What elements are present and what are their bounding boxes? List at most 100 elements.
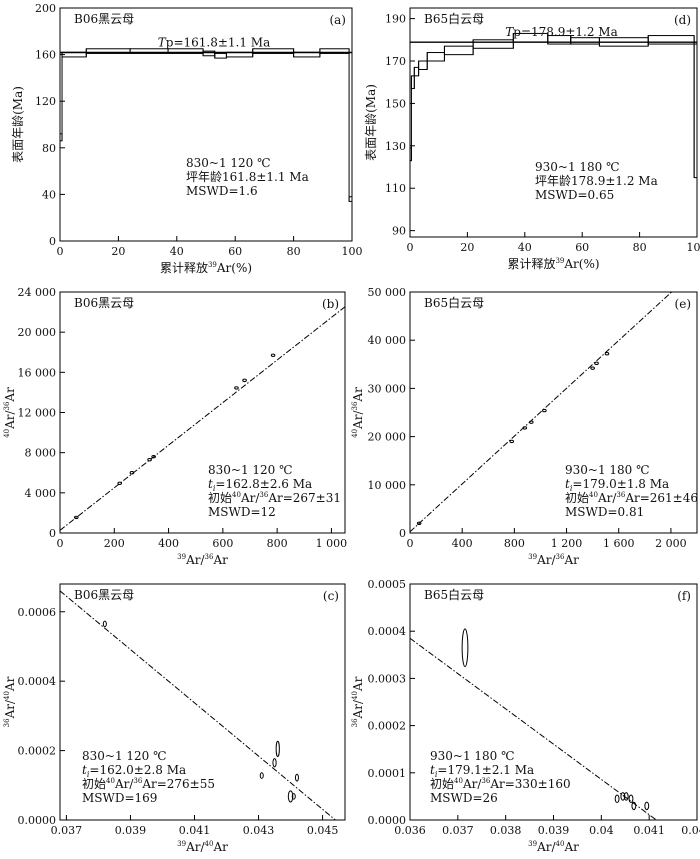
x-tick-label: 0 — [407, 241, 414, 254]
error-ellipse — [631, 801, 637, 811]
error-ellipse — [287, 790, 294, 803]
x-tick-label: 0.039 — [538, 824, 570, 837]
annotation-line: 830~1 120 ℃ — [208, 463, 293, 477]
x-tick-label: 1 200 — [551, 537, 583, 550]
y-tick-label: 130 — [385, 140, 406, 153]
panel-letter: (b) — [322, 297, 339, 311]
panel-sample-label: B06黑云母 — [74, 588, 134, 602]
data-point — [117, 481, 123, 485]
annotation-line: MSWD=0.65 — [535, 188, 614, 202]
age-step — [418, 60, 428, 70]
panel-c: 0.037 0.039 0.041 0.043 0.045 0.0000 0.0002 0.0… — [3, 583, 346, 854]
data-point — [242, 378, 247, 383]
plot-frame — [409, 291, 698, 534]
age-step — [443, 45, 474, 56]
error-ellipse — [259, 772, 264, 779]
y-tick-label: 40 — [42, 188, 56, 201]
panel-sample-label: B65白云母 — [424, 587, 484, 602]
x-axis-label: 累计释放39Ar(%) — [507, 256, 599, 271]
y-tick-label: 0.0005 — [368, 578, 407, 591]
x-tick-label: 100 — [342, 245, 363, 258]
y-tick-label: 80 — [42, 142, 56, 155]
annotation-line: 初始40Ar/36Ar=261±46 — [565, 491, 698, 505]
age-step — [413, 66, 420, 77]
y-tick-label: 0.0003 — [368, 672, 407, 685]
y-tick-label: 0.0000 — [18, 814, 57, 827]
x-tick-label: 0 — [407, 537, 414, 550]
y-tick-label: 120 — [35, 95, 56, 108]
y-tick-label: 200 — [35, 2, 56, 15]
panel-letter: (f) — [677, 589, 691, 603]
x-tick-label: 0.036 — [394, 824, 426, 837]
error-ellipse — [291, 793, 296, 800]
y-tick-label: 0.0004 — [368, 625, 407, 638]
data-point — [529, 420, 534, 424]
annotation-line: MSWD=26 — [430, 791, 498, 805]
data-point — [522, 426, 528, 430]
y-axis-label: 表面年龄(Ma) — [11, 86, 25, 163]
x-tick-label: 0 — [57, 537, 64, 550]
x-axis-label: 39Ar/36Ar — [177, 553, 228, 567]
error-ellipse — [294, 773, 299, 782]
y-tick-label: 0.0001 — [368, 767, 407, 780]
isochron-fit-line — [59, 306, 346, 531]
panel-sample-label: B65白云母 — [424, 11, 484, 26]
data-point — [416, 521, 422, 526]
x-tick-label: 80 — [633, 241, 647, 254]
data-point — [270, 353, 276, 357]
panel-d: 0 20 40 60 80 100 90 110 130 150 170 190 Tp=178.9±1.… — [364, 7, 700, 271]
annotation-line: 初始40Ar/36Ar=267±31 — [208, 491, 341, 505]
y-tick-label: 0 — [399, 527, 406, 540]
data-point — [129, 471, 135, 475]
y-tick-label: 20 000 — [18, 326, 57, 339]
y-tick-label: 16 000 — [18, 366, 57, 379]
error-ellipse — [644, 801, 650, 811]
plot-frame — [59, 583, 346, 821]
annotation-line: MSWD=1.6 — [186, 184, 258, 198]
x-tick-label: 200 — [104, 537, 125, 550]
x-tick-label: 80 — [287, 245, 301, 258]
annotation-line: ti=162.0±2.8 Ma — [82, 763, 186, 779]
y-tick-label: 90 — [392, 225, 406, 238]
x-tick-label: 400 — [452, 537, 473, 550]
panel-letter: (a) — [329, 13, 346, 27]
x-tick-label: 0 — [57, 245, 64, 258]
annotation-line: 830~1 120 ℃ — [82, 749, 167, 763]
y-tick-label: 0.0000 — [368, 814, 407, 827]
y-axis-label: 36Ar/40Ar — [3, 676, 17, 727]
inverse-isochron-fit-line — [409, 637, 657, 821]
x-axis-label: 39Ar/36Ar — [528, 553, 579, 567]
x-tick-label: 0.041 — [633, 824, 665, 837]
y-tick-label: 50 000 — [368, 286, 407, 299]
error-ellipse — [102, 620, 107, 628]
panel-a: 0 20 40 60 80 100 0 40 80 120 160 200 Tp=161.8±1.1 M… — [11, 2, 363, 275]
y-tick-label: 30 000 — [368, 382, 407, 395]
x-tick-label: 0.042 — [681, 824, 700, 837]
plateau-age-label: Tp=178.9±1.2 Ma — [505, 25, 618, 39]
y-tick-label: 0 — [49, 235, 56, 248]
error-ellipse — [614, 794, 620, 804]
y-axis-label: 36Ar/40Ar — [351, 676, 365, 727]
y-tick-label: 12 000 — [18, 407, 57, 420]
annotation-line: ti=179.0±1.8 Ma — [565, 477, 669, 493]
y-tick-label: 0.0002 — [18, 745, 57, 758]
annotation-line: MSWD=0.81 — [565, 505, 644, 519]
y-tick-label: 150 — [385, 97, 406, 110]
panel-b: 0 200 400 600 800 1 000 0 4 000 8 000 12 000 16 00… — [3, 286, 347, 567]
panel-sample-label: B06黑云母 — [74, 12, 134, 26]
x-tick-label: 800 — [504, 537, 525, 550]
error-ellipse — [623, 792, 629, 801]
plot-frame — [59, 7, 353, 242]
data-point — [594, 361, 599, 366]
data-point — [147, 457, 152, 462]
error-ellipse — [628, 794, 634, 804]
x-tick-label: 40 — [518, 241, 532, 254]
annotation-line: 坪年龄178.9±1.2 Ma — [535, 174, 658, 188]
error-ellipse — [272, 758, 277, 768]
isochron-fit-line — [409, 291, 672, 533]
x-tick-label: 1 600 — [603, 537, 635, 550]
x-tick-label: 0.039 — [115, 824, 147, 837]
error-ellipse — [461, 628, 469, 668]
x-tick-label: 60 — [575, 241, 589, 254]
